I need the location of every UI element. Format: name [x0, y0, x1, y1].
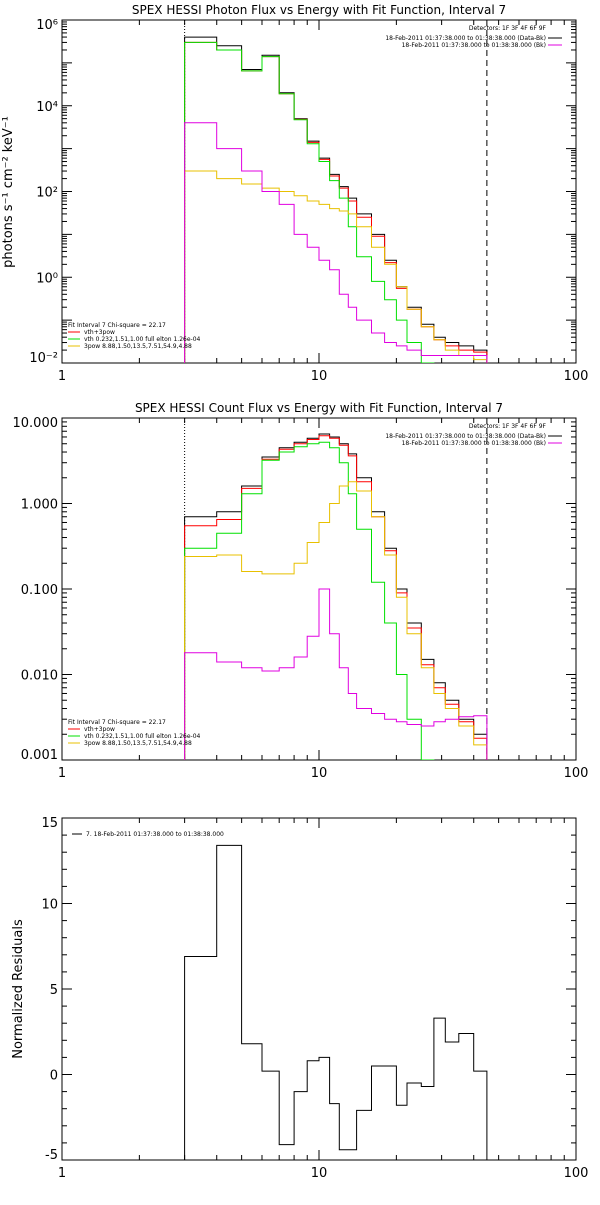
x-tick-label: 100 — [564, 766, 589, 781]
y-tick-label: 10.000 — [13, 416, 59, 431]
series-line — [184, 844, 488, 1160]
y-tick-label: 0 — [50, 1069, 58, 1084]
chart-title: SPEX HESSI Count Flux vs Energy with Fit… — [135, 401, 503, 415]
legend-header: Detectors: 1F 3F 4F 6F 9F — [469, 423, 547, 430]
x-tick-label: 1 — [58, 766, 66, 781]
y-tick-label: 10 — [41, 898, 58, 913]
series-line — [184, 41, 488, 363]
legend-entry-label: 7. 18-Feb-2011 01:37:38.000 to 01:38:38.… — [86, 831, 224, 838]
legend-entry-label: 18-Feb-2011 01:37:38.000 to 01:38:38.000… — [402, 42, 546, 49]
legend-entry-label: 18-Feb-2011 01:37:38.000 to 01:38:38.000… — [385, 433, 546, 440]
chart-title: SPEX HESSI Photon Flux vs Energy with Fi… — [132, 3, 506, 17]
y-tick-label: 15 — [41, 816, 58, 831]
legend-entry-label: 3pow 8.88,1.50,13.5,7.51,54.9,4.88 — [84, 343, 192, 350]
y-tick-label: 5 — [50, 983, 58, 998]
series-line — [184, 170, 488, 363]
x-tick-label: 10 — [311, 369, 328, 384]
x-tick-label: 10 — [311, 1166, 328, 1181]
plot-frame — [61, 19, 577, 364]
y-tick-label: 0.001 — [21, 748, 58, 763]
legend-entry-label: vth 0.232,1.51,1.00 full elton 1.26e-04 — [84, 733, 201, 740]
fit-annotation: Fit Interval 7 Chi-square = 22.17 — [68, 322, 166, 329]
legend-entry-label: vth+3pow — [84, 726, 115, 733]
y-tick-label: 10² — [36, 186, 58, 201]
y-tick-label: 1.000 — [21, 498, 58, 513]
legend-entry-label: 18-Feb-2011 01:37:38.000 to 01:38:38.000… — [385, 35, 546, 42]
x-tick-label: 1 — [58, 1166, 66, 1181]
y-axis-label: photons s⁻¹ cm⁻² keV⁻¹ — [1, 116, 16, 268]
x-tick-label: 1 — [58, 369, 66, 384]
y-tick-label: 10⁶ — [36, 18, 58, 33]
legend-entry-label: 18-Feb-2011 01:37:38.000 to 01:38:38.000… — [402, 440, 546, 447]
legend-header: Detectors: 1F 3F 4F 6F 9F — [469, 25, 547, 32]
y-axis-label: Normalized Residuals — [11, 919, 26, 1059]
series-line — [184, 433, 488, 760]
y-tick-label: 0.010 — [21, 669, 58, 684]
legend-entry-label: vth+3pow — [84, 329, 115, 336]
y-tick-label: -5 — [45, 1148, 58, 1163]
y-tick-label: 10⁰ — [36, 271, 58, 286]
series-line — [184, 122, 488, 363]
plot-frame — [61, 817, 577, 1161]
legend-entry-label: 3pow 8.88,1.50,13.5,7.51,54.9,4.88 — [84, 740, 192, 747]
count-flux-panel: SPEX HESSI Count Flux vs Energy with Fit… — [13, 401, 589, 781]
residuals-panel: Normalized Residuals 1 10 100 -5 0 5 10 15 7. 1… — [11, 816, 588, 1181]
series-line — [184, 481, 488, 760]
fit-annotation: Fit Interval 7 Chi-square = 22.17 — [68, 719, 166, 726]
y-tick-label: 10⁻² — [29, 351, 58, 366]
x-tick-label: 100 — [564, 369, 589, 384]
y-tick-label: 0.100 — [21, 583, 58, 598]
y-tick-label: 10⁴ — [36, 100, 58, 115]
x-tick-label: 10 — [311, 766, 328, 781]
series-line — [184, 36, 488, 363]
series-line — [184, 435, 488, 760]
series-line — [184, 588, 488, 760]
series-line — [184, 441, 488, 760]
series-line — [184, 41, 488, 363]
x-tick-label: 100 — [564, 1166, 589, 1181]
legend-entry-label: vth 0.232,1.51,1.00 full elton 1.26e-04 — [84, 336, 201, 343]
photon-flux-panel: SPEX HESSI Photon Flux vs Energy with Fi… — [1, 3, 588, 384]
